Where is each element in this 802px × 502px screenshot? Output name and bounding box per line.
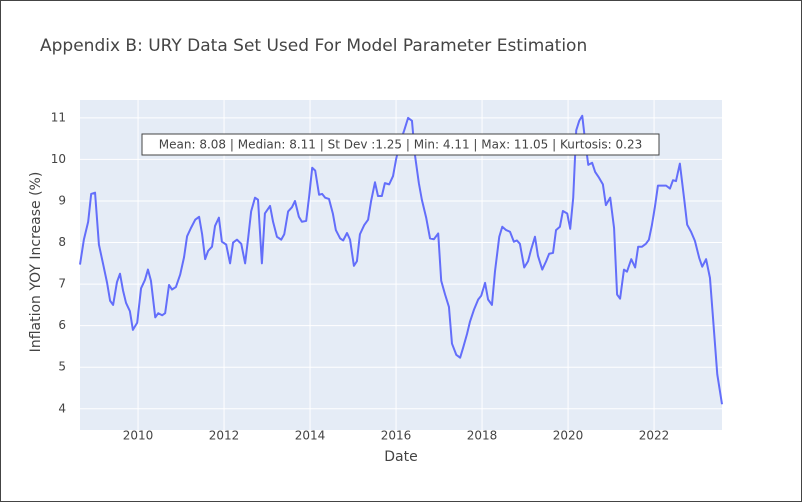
y-axis-label: Inflation YOY Increase (%) [28, 172, 44, 353]
x-tick-label: 2022 [639, 429, 670, 443]
y-tick-label: 9 [58, 193, 66, 207]
y-tick-label: 10 [51, 152, 66, 166]
y-tick-label: 6 [58, 318, 66, 332]
x-tick-label: 2020 [553, 429, 584, 443]
x-tick-label: 2018 [467, 429, 498, 443]
x-tick-label: 2012 [209, 429, 240, 443]
chart-title: Appendix B: URY Data Set Used For Model … [40, 36, 587, 56]
annotation: Mean: 8.08 | Median: 8.11 | St Dev :1.25… [159, 138, 642, 152]
x-axis-label: Date [384, 449, 417, 465]
y-tick-label: 4 [58, 401, 66, 415]
x-tick-label: 2016 [381, 429, 412, 443]
annotation-box [141, 133, 660, 156]
y-tick-label: 8 [58, 235, 66, 249]
y-tick-label: 5 [58, 360, 66, 374]
x-tick-label: 2014 [295, 429, 326, 443]
y-tick-label: 11 [51, 110, 66, 124]
x-tick-label: 2010 [123, 429, 154, 443]
y-tick-label: 7 [58, 277, 66, 291]
